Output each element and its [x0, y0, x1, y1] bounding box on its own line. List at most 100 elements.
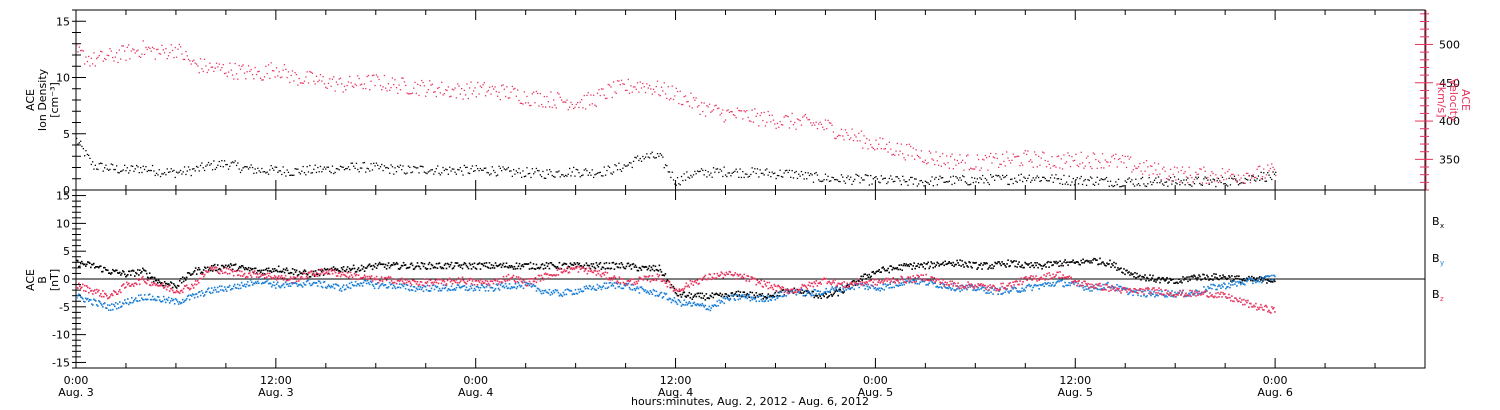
data-point — [161, 284, 164, 287]
data-point — [647, 276, 650, 278]
data-point — [559, 267, 562, 270]
data-point — [775, 295, 778, 298]
data-point — [415, 283, 418, 285]
data-point — [1209, 174, 1212, 177]
data-point — [388, 281, 391, 284]
data-point — [455, 97, 457, 99]
data-point — [261, 281, 264, 284]
data-point — [1173, 166, 1176, 168]
top-right-tick-label: 500 — [1439, 38, 1460, 51]
data-point — [358, 77, 360, 80]
data-point — [234, 62, 236, 65]
data-point — [448, 265, 451, 268]
data-point — [121, 285, 123, 287]
data-point — [1086, 259, 1088, 262]
data-point — [1096, 176, 1098, 178]
data-point — [702, 169, 704, 172]
data-point — [776, 122, 779, 125]
data-point — [626, 280, 629, 282]
data-point — [598, 285, 601, 287]
data-point — [884, 177, 886, 179]
data-point — [1014, 156, 1016, 158]
data-point — [699, 303, 702, 306]
data-point — [742, 295, 745, 298]
data-point — [607, 165, 609, 167]
data-point — [1125, 181, 1128, 183]
data-point — [842, 176, 844, 178]
data-point — [995, 153, 997, 155]
data-point — [1019, 265, 1021, 268]
data-point — [723, 295, 726, 298]
data-point — [1206, 274, 1208, 277]
data-point — [1247, 172, 1249, 174]
data-point — [95, 292, 97, 294]
data-point — [617, 286, 620, 288]
data-point — [1253, 179, 1256, 181]
data-point — [108, 297, 110, 299]
data-point — [1166, 296, 1168, 298]
data-point — [542, 268, 545, 270]
data-point — [976, 178, 978, 180]
data-point — [260, 282, 263, 285]
data-point — [1025, 286, 1027, 289]
data-point — [676, 294, 679, 297]
data-point — [558, 170, 560, 172]
data-point — [1087, 288, 1089, 290]
data-point — [1117, 158, 1120, 161]
data-point — [639, 267, 642, 270]
data-point — [466, 83, 468, 85]
data-point — [115, 269, 117, 272]
data-point — [900, 143, 902, 145]
data-point — [922, 266, 924, 268]
data-point — [309, 284, 312, 287]
data-point — [202, 269, 205, 271]
data-point — [733, 293, 736, 296]
data-point — [595, 274, 598, 276]
data-point — [896, 176, 898, 178]
data-point — [162, 295, 165, 298]
data-point — [974, 289, 976, 291]
data-point — [1036, 166, 1038, 168]
data-point — [931, 262, 933, 265]
data-point — [606, 97, 608, 99]
data-point — [518, 99, 520, 102]
data-point — [1159, 182, 1161, 184]
data-point — [154, 279, 157, 282]
data-point — [339, 270, 342, 273]
data-point — [421, 284, 424, 287]
data-point — [867, 148, 869, 150]
data-point — [520, 285, 523, 287]
data-point — [159, 282, 162, 285]
data-point — [105, 164, 107, 166]
data-point — [1136, 184, 1138, 186]
data-point — [289, 81, 291, 84]
data-point — [361, 268, 364, 270]
data-point — [157, 48, 159, 50]
data-point — [333, 172, 335, 175]
data-point — [1103, 167, 1105, 169]
data-point — [860, 177, 863, 179]
data-point — [77, 294, 79, 297]
data-point — [81, 286, 83, 289]
data-point — [826, 296, 828, 299]
data-point — [915, 149, 917, 151]
data-point — [1080, 259, 1082, 262]
data-point — [887, 267, 889, 270]
data-point — [798, 291, 801, 294]
data-point — [227, 286, 230, 288]
data-point — [649, 269, 652, 272]
data-point — [598, 269, 601, 272]
data-point — [217, 291, 220, 293]
data-point — [590, 263, 593, 265]
data-point — [98, 289, 100, 292]
data-point — [929, 265, 931, 268]
data-point — [88, 261, 90, 264]
data-point — [646, 83, 648, 85]
data-point — [396, 286, 399, 289]
data-point — [900, 183, 902, 186]
data-point — [968, 169, 970, 171]
data-point — [486, 171, 488, 174]
data-point — [143, 294, 146, 296]
data-point — [185, 284, 188, 287]
data-point — [721, 301, 724, 303]
